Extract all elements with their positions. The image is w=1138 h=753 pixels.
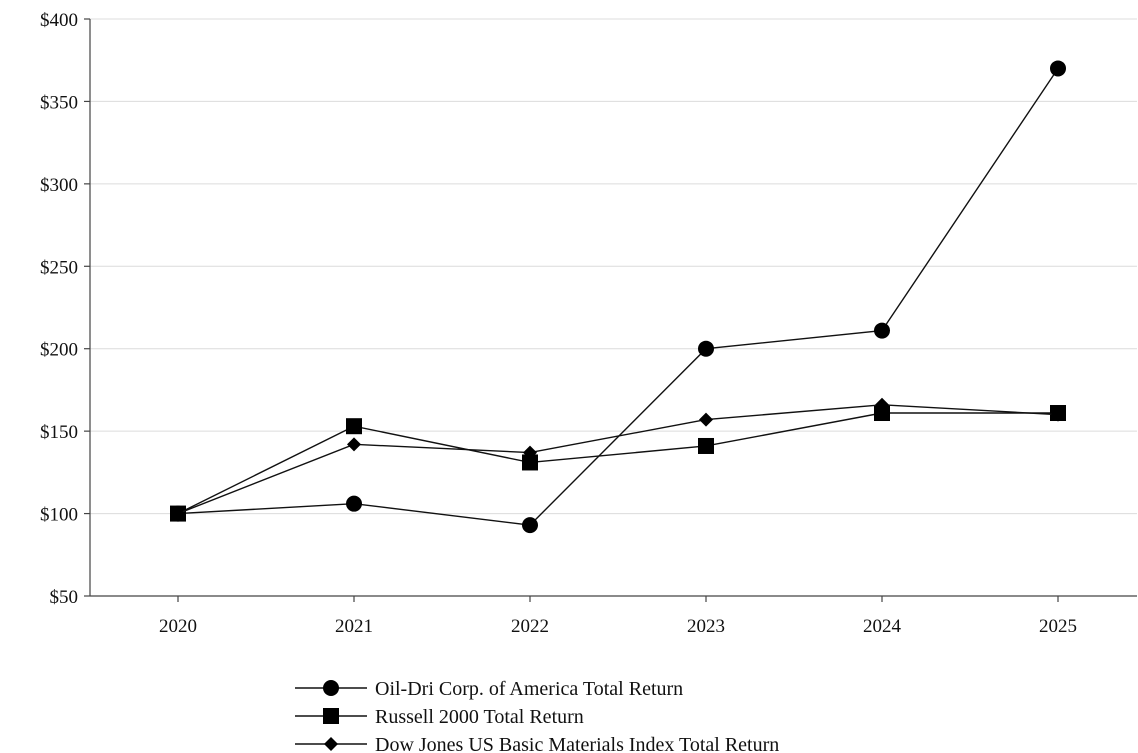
- data-point-circle: [874, 322, 890, 339]
- legend-item: Russell 2000 Total Return: [295, 706, 584, 728]
- y-tick-label: $50: [50, 587, 79, 608]
- x-tick-label: 2020: [159, 616, 197, 637]
- data-point-square: [698, 437, 714, 454]
- data-point-square: [874, 405, 890, 422]
- y-tick-label: $150: [40, 422, 78, 443]
- series-square: [170, 405, 1066, 522]
- gridlines: [90, 18, 1137, 515]
- y-tick-label: $200: [40, 340, 78, 361]
- x-tick-label: 2024: [863, 616, 902, 637]
- data-point-diamond: [347, 437, 361, 452]
- series-layer: [170, 60, 1066, 534]
- legend: Oil-Dri Corp. of America Total Return Rus…: [295, 678, 779, 753]
- legend-item: Dow Jones US Basic Materials Index Total…: [295, 734, 779, 753]
- data-point-diamond: [171, 506, 185, 521]
- x-tick-label: 2025: [1039, 616, 1077, 637]
- data-point-square: [346, 418, 362, 435]
- legend-label: Dow Jones US Basic Materials Index Total…: [375, 734, 779, 753]
- data-point-diamond: [875, 397, 889, 412]
- series-line: [177, 412, 1058, 515]
- legend-item: Oil-Dri Corp. of America Total Return: [295, 678, 683, 700]
- legend-marker-diamond: [324, 737, 338, 751]
- legend-label: Russell 2000 Total Return: [375, 706, 584, 728]
- y-tick-label: $250: [40, 257, 78, 278]
- y-tick-label: $400: [40, 10, 78, 31]
- x-axis-ticks: 2020 2021 2022 2023 2024 2025: [159, 596, 1077, 637]
- data-point-circle: [346, 495, 362, 512]
- legend-marker-circle: [323, 680, 339, 696]
- y-axis-ticks: $50 $100 $150 $200 $250 $300 $350 $400: [40, 10, 90, 608]
- data-point-diamond: [1051, 407, 1065, 422]
- series-line: [177, 404, 1059, 515]
- x-tick-label: 2022: [511, 616, 549, 637]
- data-point-circle: [522, 517, 538, 534]
- data-point-square: [522, 454, 538, 471]
- series-line: [177, 68, 1059, 526]
- x-tick-label: 2023: [687, 616, 725, 637]
- legend-label: Oil-Dri Corp. of America Total Return: [375, 678, 683, 700]
- axes: [89, 19, 1137, 597]
- legend-marker-square: [323, 708, 339, 724]
- x-tick-label: 2021: [335, 616, 373, 637]
- y-tick-label: $300: [40, 175, 78, 196]
- y-tick-label: $350: [40, 92, 78, 113]
- series-circle: [170, 60, 1066, 534]
- data-point-circle: [1050, 60, 1066, 77]
- data-point-diamond: [699, 412, 713, 427]
- series-diamond: [171, 397, 1065, 521]
- y-tick-label: $100: [40, 505, 78, 526]
- data-point-circle: [698, 340, 714, 357]
- data-point-diamond: [523, 445, 537, 460]
